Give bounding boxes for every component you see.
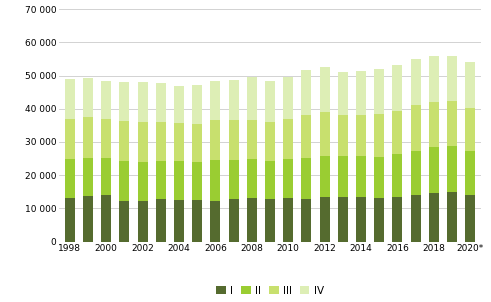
Bar — [465, 195, 475, 242]
Bar — [119, 161, 130, 201]
Bar — [156, 199, 166, 242]
Bar — [174, 86, 184, 123]
Bar — [320, 198, 329, 242]
Bar — [247, 159, 257, 198]
Bar — [338, 156, 348, 198]
Bar — [229, 80, 239, 120]
Bar — [174, 161, 184, 200]
Bar — [156, 83, 166, 122]
Bar — [229, 120, 239, 160]
Bar — [65, 198, 75, 242]
Bar — [137, 82, 148, 122]
Legend: I, II, III, IV: I, II, III, IV — [212, 282, 328, 300]
Bar — [283, 159, 293, 198]
Bar — [247, 77, 257, 120]
Bar — [283, 77, 293, 119]
Bar — [447, 146, 457, 192]
Bar — [356, 115, 366, 156]
Bar — [119, 121, 130, 161]
Bar — [101, 158, 111, 195]
Bar — [320, 156, 329, 198]
Bar — [265, 161, 275, 199]
Bar — [429, 193, 439, 242]
Bar — [247, 198, 257, 242]
Bar — [338, 115, 348, 156]
Bar — [174, 200, 184, 242]
Bar — [374, 198, 384, 242]
Bar — [465, 151, 475, 195]
Bar — [211, 159, 220, 201]
Bar — [392, 154, 403, 197]
Bar — [356, 197, 366, 242]
Bar — [192, 124, 202, 162]
Bar — [374, 69, 384, 114]
Bar — [83, 117, 93, 158]
Bar — [374, 156, 384, 198]
Bar — [192, 200, 202, 242]
Bar — [301, 158, 311, 199]
Bar — [211, 120, 220, 159]
Bar — [392, 197, 403, 242]
Bar — [83, 158, 93, 196]
Bar — [192, 85, 202, 124]
Bar — [101, 195, 111, 242]
Bar — [265, 81, 275, 122]
Bar — [301, 70, 311, 115]
Bar — [119, 201, 130, 242]
Bar — [119, 82, 130, 121]
Bar — [410, 151, 421, 195]
Bar — [137, 162, 148, 201]
Bar — [429, 147, 439, 193]
Bar — [156, 122, 166, 161]
Bar — [283, 119, 293, 159]
Bar — [429, 102, 439, 147]
Bar — [101, 119, 111, 158]
Bar — [356, 71, 366, 115]
Bar — [265, 199, 275, 242]
Bar — [156, 161, 166, 199]
Bar — [392, 111, 403, 154]
Bar — [229, 160, 239, 199]
Bar — [211, 81, 220, 120]
Bar — [410, 59, 421, 105]
Bar — [429, 56, 439, 102]
Bar — [174, 123, 184, 161]
Bar — [211, 201, 220, 242]
Bar — [65, 159, 75, 198]
Bar — [192, 162, 202, 200]
Bar — [447, 56, 457, 101]
Bar — [101, 81, 111, 119]
Bar — [338, 198, 348, 242]
Bar — [465, 108, 475, 151]
Bar — [465, 62, 475, 108]
Bar — [301, 199, 311, 242]
Bar — [283, 198, 293, 242]
Bar — [83, 79, 93, 117]
Bar — [447, 101, 457, 146]
Bar — [83, 196, 93, 242]
Bar — [392, 65, 403, 111]
Bar — [410, 195, 421, 242]
Bar — [410, 105, 421, 151]
Bar — [265, 122, 275, 161]
Bar — [320, 67, 329, 112]
Bar — [374, 114, 384, 156]
Bar — [338, 72, 348, 115]
Bar — [356, 156, 366, 197]
Bar — [247, 120, 257, 159]
Bar — [229, 199, 239, 242]
Bar — [137, 122, 148, 162]
Bar — [301, 115, 311, 158]
Bar — [137, 201, 148, 242]
Bar — [65, 79, 75, 119]
Bar — [65, 119, 75, 159]
Bar — [320, 112, 329, 156]
Bar — [447, 192, 457, 242]
